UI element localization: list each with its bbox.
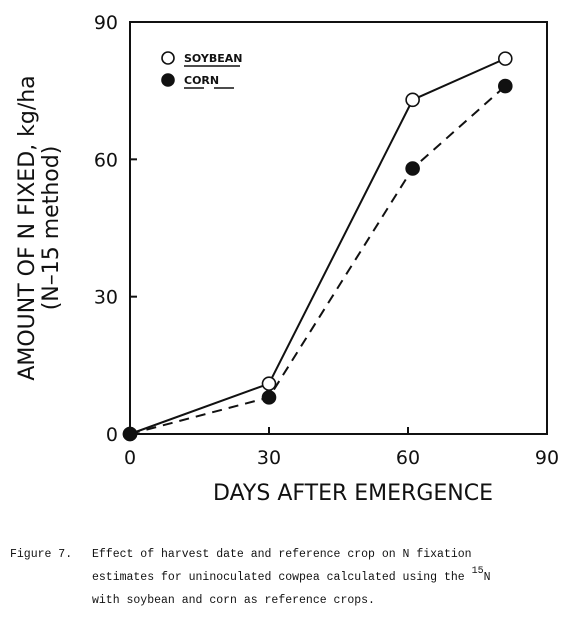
y-axis-label: AMOUNT OF N FIXED, kg/ha [15,75,40,380]
y-axis-label: (N–15 method) [39,146,64,311]
data-point [405,161,420,176]
series-line [129,57,506,435]
legend-label: CORN [184,74,219,87]
x-tick-label: 0 [124,447,136,469]
data-point [261,376,277,391]
legend-label: SOYBEAN [184,52,242,65]
data-point [497,78,513,94]
caption-isotope: N [484,571,491,584]
x-tick-label: 90 [535,447,559,469]
x-tick-label: 60 [396,447,420,469]
y-tick-label: 0 [106,424,118,446]
data-point [405,92,420,108]
caption-line: estimates for uninoculated cowpea calcul… [92,566,491,584]
data-point [261,390,277,405]
caption-label: Figure 7. [10,548,72,561]
data-point [497,51,513,66]
data-point [122,426,138,442]
x-axis-label: DAYS AFTER EMERGENCE [213,481,493,506]
y-tick-label: 60 [94,149,118,171]
series-line [129,85,506,435]
caption-line: with soybean and corn as reference crops… [92,594,375,607]
y-tick-label: 90 [94,12,118,34]
caption-superscript: 15 [472,566,484,577]
y-tick-label: 30 [94,287,118,309]
caption-line: Effect of harvest date and reference cro… [92,548,472,561]
legend-marker [161,51,175,65]
legend-marker [161,73,175,87]
caption-text: estimates for uninoculated cowpea calcul… [92,571,465,584]
x-tick-label: 30 [257,447,281,469]
plot-frame [129,21,548,435]
